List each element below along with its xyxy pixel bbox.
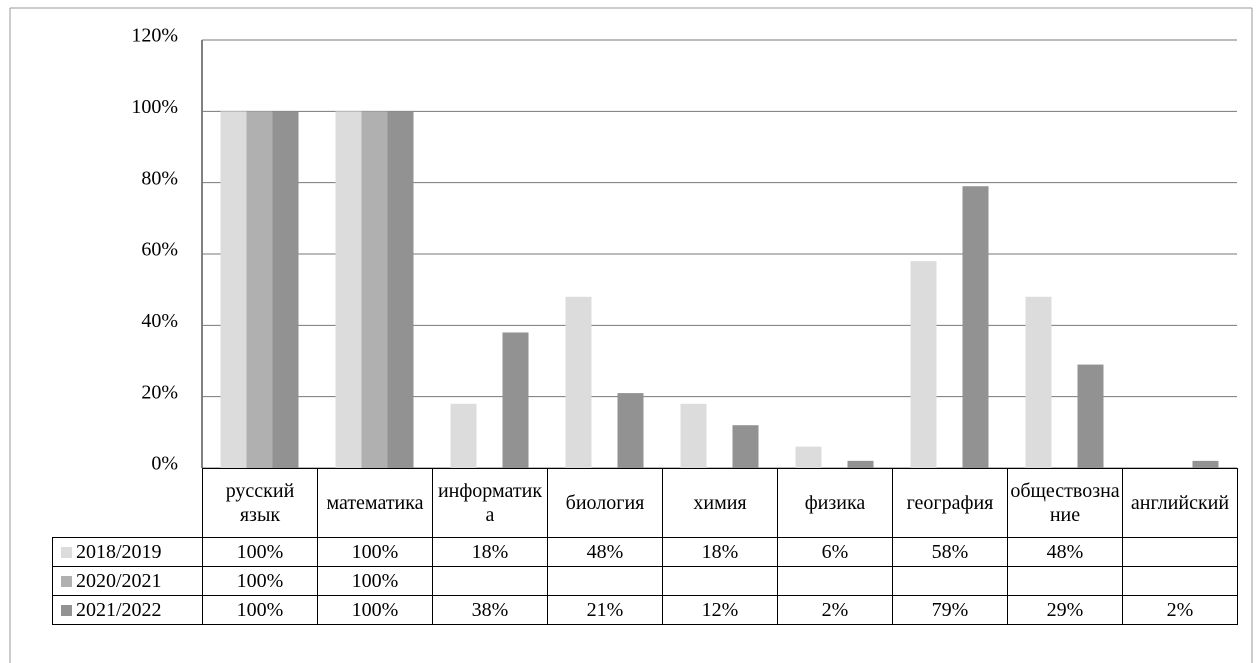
y-tick-label: 20% [141, 381, 178, 403]
bar [1077, 364, 1104, 468]
bar [565, 296, 592, 468]
value-label [432, 566, 548, 596]
value-label: 79% [892, 595, 1008, 625]
bar [1025, 296, 1052, 468]
legend-entry: 2018/2019 [52, 537, 203, 567]
legend-swatch [61, 605, 72, 616]
x-tick-label: химия [662, 468, 778, 538]
value-label: 18% [662, 537, 778, 567]
bar [795, 446, 822, 468]
value-label: 21% [547, 595, 663, 625]
series-row: 2018/2019 100% 100% 18% 48% 18% 6% 58% 48% [52, 537, 1238, 567]
x-tick-label: информатика [432, 468, 548, 538]
value-label: 100% [317, 595, 433, 625]
series-row: 2020/2021 100% 100% [52, 566, 1238, 596]
value-label: 48% [1007, 537, 1123, 567]
x-tick-label: русский язык [202, 468, 318, 538]
value-label [777, 566, 893, 596]
bar [220, 111, 247, 468]
blank [53, 469, 203, 538]
bar [246, 111, 273, 468]
bar [732, 425, 759, 468]
value-label: 2% [777, 595, 893, 625]
y-tick-label: 100% [131, 96, 178, 118]
y-tick-label: 80% [141, 167, 178, 189]
legend-swatch [61, 576, 72, 587]
bar [387, 111, 414, 468]
value-label [1007, 566, 1123, 596]
data-table: русский язык математика информатика биологи… [52, 468, 1238, 625]
legend-entry: 2021/2022 [52, 595, 203, 625]
bar [502, 332, 529, 468]
legend-swatch [61, 547, 72, 558]
value-label: 100% [202, 537, 318, 567]
value-label: 100% [202, 566, 318, 596]
bar [910, 261, 937, 468]
legend-label: 2020/2021 [76, 570, 162, 592]
series-row: 2021/2022 100% 100% 38% 21% 12% 2% 79% 29% 2% [52, 595, 1238, 625]
value-label [1122, 537, 1238, 567]
bar [272, 111, 299, 468]
value-label: 58% [892, 537, 1008, 567]
bar [847, 460, 874, 468]
value-label: 48% [547, 537, 663, 567]
value-label: 12% [662, 595, 778, 625]
value-label: 100% [202, 595, 318, 625]
legend-label: 2021/2022 [76, 599, 162, 621]
y-tick-label: 40% [141, 310, 178, 332]
x-tick-label: обществознание [1007, 468, 1123, 538]
value-label: 18% [432, 537, 548, 567]
value-label [892, 566, 1008, 596]
x-tick-label: физика [777, 468, 893, 538]
bar [680, 403, 707, 468]
x-tick-label: география [892, 468, 1008, 538]
x-tick-label: математика [317, 468, 433, 538]
bar [361, 111, 388, 468]
value-label: 2% [1122, 595, 1238, 625]
value-label: 38% [432, 595, 548, 625]
bar [1192, 460, 1219, 468]
x-tick-label: биология [547, 468, 663, 538]
category-row: русский язык математика информатика биологи… [53, 468, 1238, 538]
y-tick-label: 0% [151, 453, 178, 475]
x-tick-label: английский [1122, 468, 1238, 538]
bar [962, 186, 989, 468]
legend-entry: 2020/2021 [52, 566, 203, 596]
bar [450, 403, 477, 468]
y-tick-label: 120% [131, 25, 178, 47]
bar [617, 393, 644, 468]
value-label: 29% [1007, 595, 1123, 625]
bar [335, 111, 362, 468]
y-tick-label: 60% [141, 239, 178, 261]
value-label: 6% [777, 537, 893, 567]
value-label: 100% [317, 537, 433, 567]
value-label [662, 566, 778, 596]
value-label [547, 566, 663, 596]
value-label [1122, 566, 1238, 596]
value-label: 100% [317, 566, 433, 596]
legend-label: 2018/2019 [76, 541, 162, 563]
